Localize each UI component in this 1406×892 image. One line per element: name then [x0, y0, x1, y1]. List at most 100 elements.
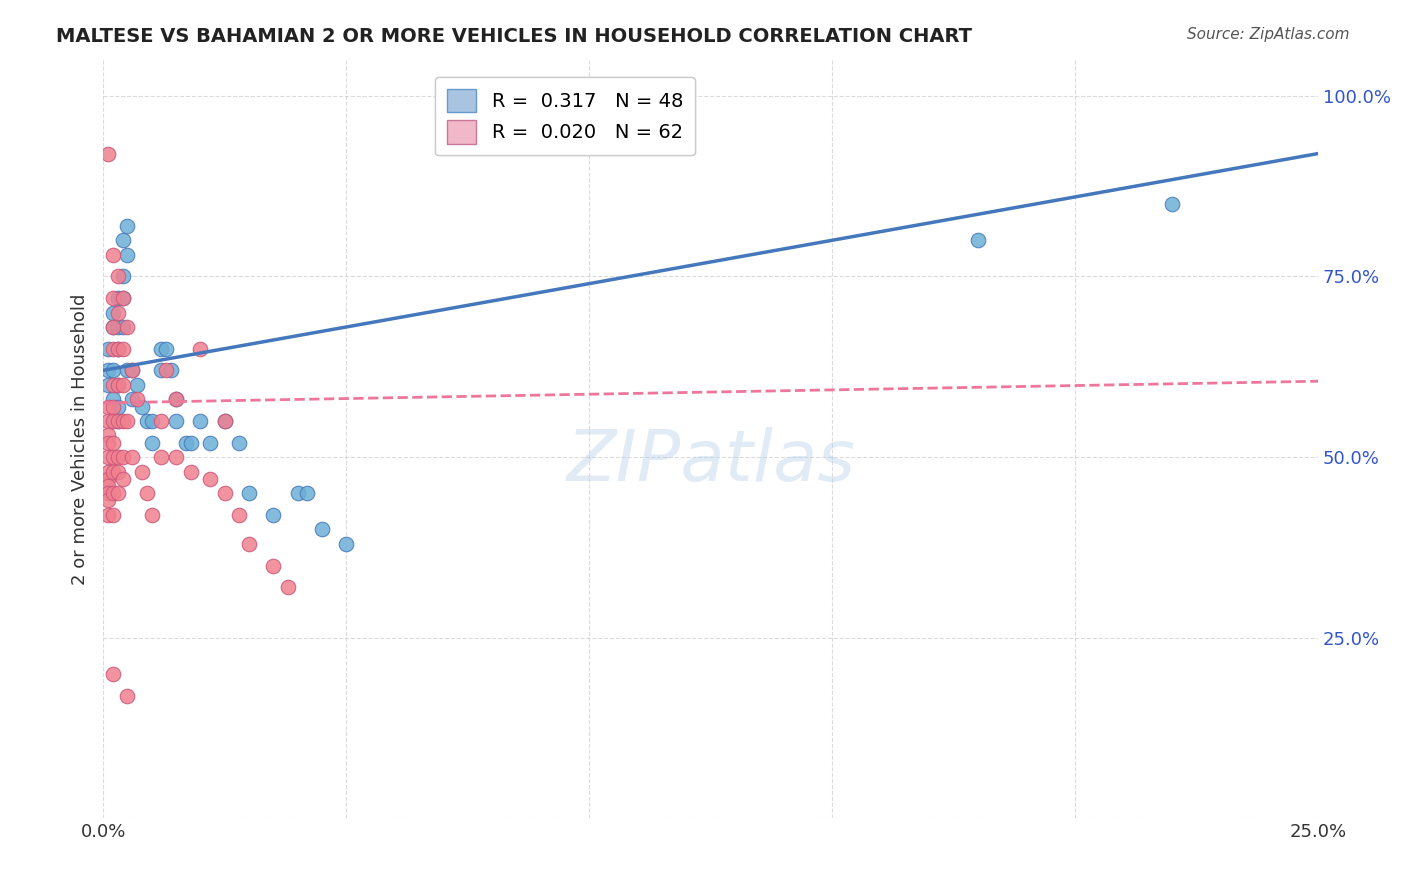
Point — [141, 414, 163, 428]
Point — [97, 363, 120, 377]
Legend: R =  0.317   N = 48, R =  0.020   N = 62: R = 0.317 N = 48, R = 0.020 N = 62 — [434, 77, 695, 155]
Point — [165, 450, 187, 464]
Y-axis label: 2 or more Vehicles in Household: 2 or more Vehicles in Household — [72, 293, 89, 585]
Point — [165, 392, 187, 407]
Point — [188, 414, 211, 428]
Point — [150, 414, 173, 428]
Point — [101, 400, 124, 414]
Point — [107, 269, 129, 284]
Point — [97, 435, 120, 450]
Point — [117, 320, 139, 334]
Point — [141, 508, 163, 522]
Point — [111, 414, 134, 428]
Point — [101, 305, 124, 319]
Point — [121, 450, 143, 464]
Point — [97, 465, 120, 479]
Point — [107, 305, 129, 319]
Point — [101, 414, 124, 428]
Point — [198, 435, 221, 450]
Text: MALTESE VS BAHAMIAN 2 OR MORE VEHICLES IN HOUSEHOLD CORRELATION CHART: MALTESE VS BAHAMIAN 2 OR MORE VEHICLES I… — [56, 27, 972, 45]
Point — [101, 414, 124, 428]
Point — [117, 689, 139, 703]
Point — [107, 465, 129, 479]
Point — [101, 248, 124, 262]
Point — [107, 291, 129, 305]
Point — [262, 508, 284, 522]
Point — [277, 580, 299, 594]
Point — [111, 233, 134, 247]
Point — [97, 479, 120, 493]
Point — [335, 537, 357, 551]
Point — [155, 363, 177, 377]
Point — [101, 465, 124, 479]
Point — [121, 363, 143, 377]
Point — [165, 414, 187, 428]
Point — [287, 486, 309, 500]
Point — [135, 414, 157, 428]
Point — [107, 342, 129, 356]
Point — [131, 465, 153, 479]
Point — [131, 400, 153, 414]
Point — [262, 558, 284, 573]
Point — [111, 291, 134, 305]
Point — [97, 414, 120, 428]
Point — [101, 508, 124, 522]
Point — [97, 428, 120, 442]
Point — [97, 146, 120, 161]
Point — [107, 414, 129, 428]
Point — [141, 435, 163, 450]
Point — [135, 486, 157, 500]
Point — [107, 342, 129, 356]
Point — [155, 342, 177, 356]
Point — [180, 465, 202, 479]
Point — [1161, 197, 1184, 211]
Point — [160, 363, 183, 377]
Point — [101, 342, 124, 356]
Point — [101, 486, 124, 500]
Point — [165, 392, 187, 407]
Point — [97, 508, 120, 522]
Point — [117, 248, 139, 262]
Point — [214, 414, 236, 428]
Point — [174, 435, 197, 450]
Point — [101, 320, 124, 334]
Point — [127, 377, 149, 392]
Point — [111, 291, 134, 305]
Point — [101, 320, 124, 334]
Point — [117, 219, 139, 233]
Point — [101, 450, 124, 464]
Point — [228, 435, 250, 450]
Point — [97, 342, 120, 356]
Point — [107, 450, 129, 464]
Point — [107, 377, 129, 392]
Point — [111, 450, 134, 464]
Point — [150, 363, 173, 377]
Point — [150, 450, 173, 464]
Point — [121, 363, 143, 377]
Text: Source: ZipAtlas.com: Source: ZipAtlas.com — [1187, 27, 1350, 42]
Point — [107, 320, 129, 334]
Point — [121, 392, 143, 407]
Point — [117, 414, 139, 428]
Point — [188, 342, 211, 356]
Point — [97, 400, 120, 414]
Point — [97, 493, 120, 508]
Point — [111, 342, 134, 356]
Point — [97, 486, 120, 500]
Point — [214, 414, 236, 428]
Point — [111, 377, 134, 392]
Point — [180, 435, 202, 450]
Point — [101, 435, 124, 450]
Point — [107, 377, 129, 392]
Point — [101, 392, 124, 407]
Point — [97, 377, 120, 392]
Point — [107, 486, 129, 500]
Point — [228, 508, 250, 522]
Point — [111, 320, 134, 334]
Text: ZIPatlas: ZIPatlas — [567, 427, 855, 496]
Point — [214, 486, 236, 500]
Point — [101, 291, 124, 305]
Point — [111, 472, 134, 486]
Point — [97, 472, 120, 486]
Point — [238, 537, 260, 551]
